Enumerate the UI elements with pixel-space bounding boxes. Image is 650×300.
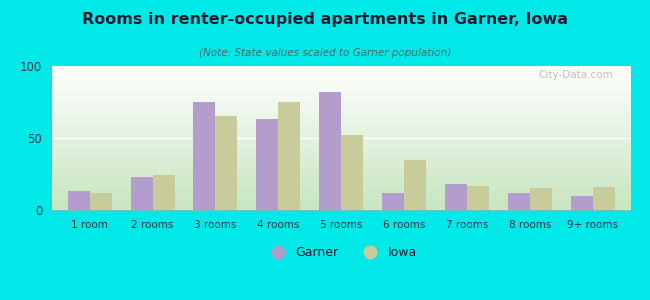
Bar: [404, 160, 426, 210]
Bar: [194, 102, 216, 210]
Bar: [153, 176, 175, 210]
Bar: [467, 185, 489, 210]
Bar: [216, 116, 237, 210]
Bar: [445, 184, 467, 210]
Bar: [593, 187, 615, 210]
Bar: [530, 188, 552, 210]
Bar: [319, 92, 341, 210]
Bar: [508, 193, 530, 210]
Bar: [382, 193, 404, 210]
Text: Rooms in renter-occupied apartments in Garner, Iowa: Rooms in renter-occupied apartments in G…: [82, 12, 568, 27]
Text: (Note: State values scaled to Garner population): (Note: State values scaled to Garner pop…: [199, 48, 451, 58]
Bar: [341, 135, 363, 210]
Bar: [278, 102, 300, 210]
Text: City-Data.com: City-Data.com: [538, 70, 613, 80]
Bar: [256, 119, 278, 210]
Bar: [131, 177, 153, 210]
Bar: [68, 191, 90, 210]
Bar: [571, 196, 593, 210]
Bar: [90, 193, 112, 210]
Legend: Garner, Iowa: Garner, Iowa: [261, 241, 422, 264]
